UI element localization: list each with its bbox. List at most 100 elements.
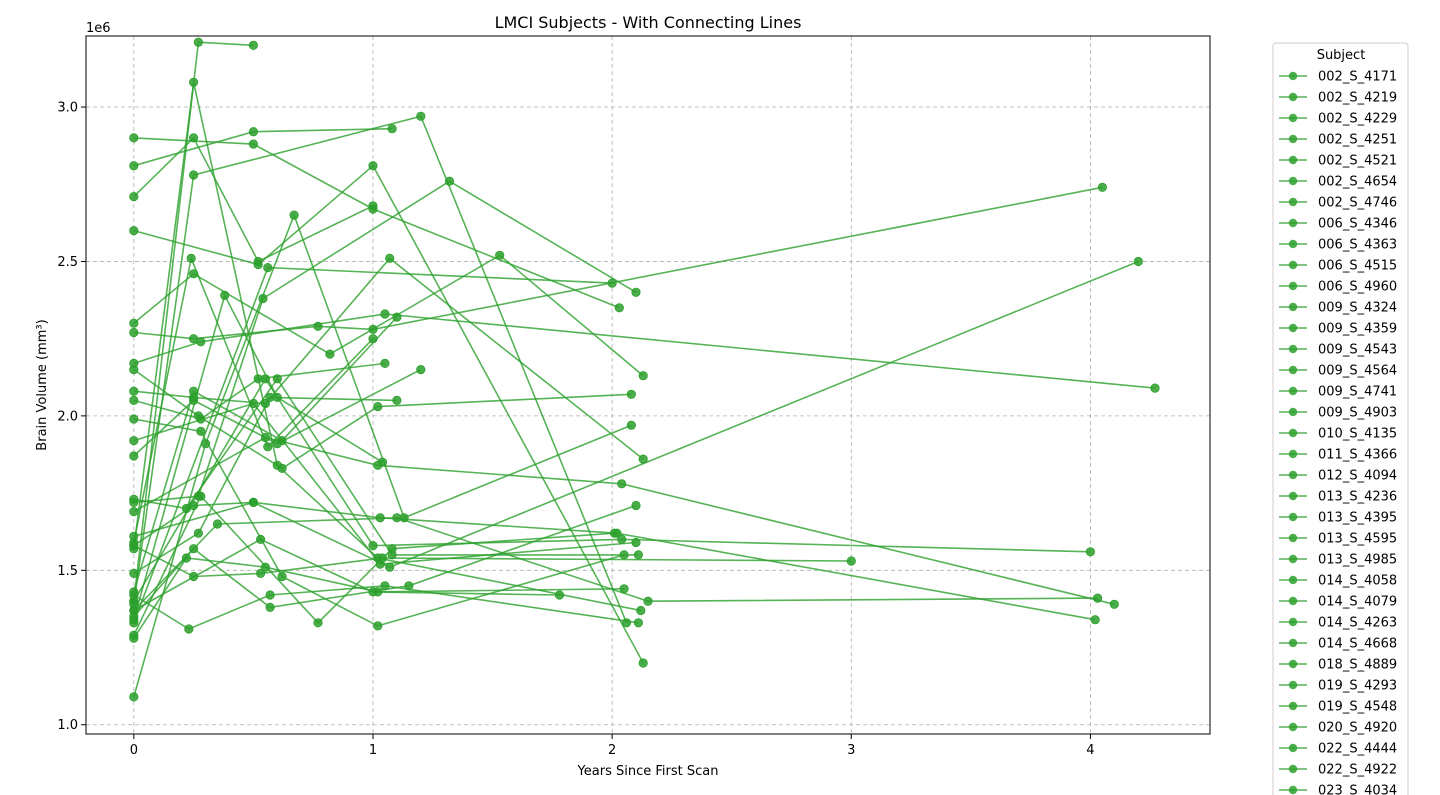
legend-marker <box>1288 470 1298 480</box>
legend-label: 011_S_4366 <box>1318 448 1397 463</box>
legend-label: 002_S_4654 <box>1318 175 1397 190</box>
data-point <box>212 519 223 529</box>
data-point <box>631 287 641 297</box>
data-point <box>638 658 648 668</box>
data-point <box>617 479 627 489</box>
data-point <box>495 250 505 260</box>
legend-label: 009_S_4543 <box>1318 343 1397 358</box>
legend-item: 022_S_4922 <box>1279 763 1397 778</box>
data-point <box>272 374 282 384</box>
series-019_S_4548 <box>129 553 629 643</box>
series-line <box>133 368 422 457</box>
data-point <box>220 290 230 300</box>
data-point <box>277 463 287 473</box>
legend-marker <box>1288 491 1298 501</box>
series-002_S_4654 <box>129 133 624 313</box>
series-line <box>133 293 383 620</box>
legend-marker <box>1288 680 1298 690</box>
data-point <box>129 568 139 579</box>
data-point <box>633 550 644 560</box>
legend-marker <box>1288 617 1298 627</box>
series-013_S_4985 <box>129 364 636 473</box>
y-tick-label: 2.0 <box>57 409 78 424</box>
series-line <box>133 115 628 624</box>
series-002_S_4521 <box>129 161 648 668</box>
legend-item: 014_S_4668 <box>1279 637 1397 652</box>
data-point <box>380 358 390 368</box>
legend-item: 013_S_4395 <box>1279 511 1397 526</box>
legend-marker <box>1288 659 1298 669</box>
data-point <box>1097 182 1108 192</box>
data-point <box>129 435 139 446</box>
data-point <box>129 364 139 375</box>
data-point <box>373 587 383 597</box>
y-axis-label: Brain Volume (mm³) <box>35 319 50 450</box>
legend-item: 002_S_4171 <box>1279 70 1397 85</box>
legend-label: 019_S_4548 <box>1318 700 1397 715</box>
x-tick-label: 1 <box>369 743 377 758</box>
legend-label: 020_S_4920 <box>1318 721 1397 736</box>
data-point <box>1133 256 1143 267</box>
legend-marker <box>1288 575 1298 585</box>
data-point <box>638 454 648 464</box>
legend-marker <box>1288 92 1298 102</box>
legend-item: 009_S_4564 <box>1279 364 1397 379</box>
legend-marker <box>1288 764 1298 774</box>
legend-item: 013_S_4595 <box>1279 532 1397 547</box>
data-point <box>193 528 203 538</box>
data-point <box>129 327 139 338</box>
legend-marker <box>1288 302 1298 312</box>
legend-box <box>1272 42 1409 795</box>
data-point <box>368 204 378 214</box>
data-point <box>189 571 199 582</box>
legend-item: 013_S_4236 <box>1279 490 1397 505</box>
data-point <box>636 605 646 616</box>
data-point <box>129 414 139 424</box>
legend-item: 006_S_4960 <box>1279 280 1397 295</box>
data-point <box>129 590 139 600</box>
data-point <box>248 40 258 50</box>
data-point <box>619 550 629 560</box>
legend-label: 012_S_4094 <box>1318 469 1397 484</box>
legend-item: 014_S_4058 <box>1279 574 1397 589</box>
legend-label: 006_S_4515 <box>1318 259 1397 274</box>
legend-item: 006_S_4515 <box>1279 259 1397 274</box>
legend-items: 002_S_4171 002_S_4219 002_S_4229 002_S_4251… <box>1279 70 1397 795</box>
data-point <box>643 596 653 606</box>
data-point <box>416 364 426 375</box>
legend-item: 019_S_4293 <box>1279 679 1397 694</box>
legend-label: 002_S_4219 <box>1318 91 1397 106</box>
data-point <box>196 337 206 347</box>
data-point <box>626 420 636 430</box>
data-point <box>129 161 139 171</box>
legend-label: 002_S_4229 <box>1318 112 1397 127</box>
data-point <box>416 111 426 121</box>
data-point <box>189 392 199 402</box>
data-point <box>289 210 299 220</box>
legend-item: 006_S_4363 <box>1279 238 1397 253</box>
legend-item: 009_S_4741 <box>1279 385 1397 400</box>
data-point <box>129 540 139 551</box>
x-tick-label: 3 <box>847 743 855 758</box>
series-013_S_4236 <box>129 253 648 464</box>
data-point <box>253 259 263 270</box>
legend-marker <box>1288 344 1298 354</box>
y-tick-label: 2.5 <box>57 255 78 270</box>
series-020_S_4920 <box>129 540 856 582</box>
legend-label: 013_S_4985 <box>1318 553 1397 568</box>
data-point <box>263 442 273 452</box>
data-point <box>325 349 335 359</box>
legend-marker <box>1288 785 1298 795</box>
plot-area <box>129 37 1160 702</box>
data-point <box>189 77 199 87</box>
data-point <box>444 176 455 186</box>
data-point <box>392 513 402 523</box>
data-point <box>373 460 383 470</box>
data-point <box>260 398 270 409</box>
legend-label: 002_S_4171 <box>1318 70 1397 85</box>
series-line <box>133 316 398 593</box>
legend-label: 010_S_4135 <box>1318 427 1397 442</box>
legend-item: 023_S_4034 <box>1279 784 1397 795</box>
